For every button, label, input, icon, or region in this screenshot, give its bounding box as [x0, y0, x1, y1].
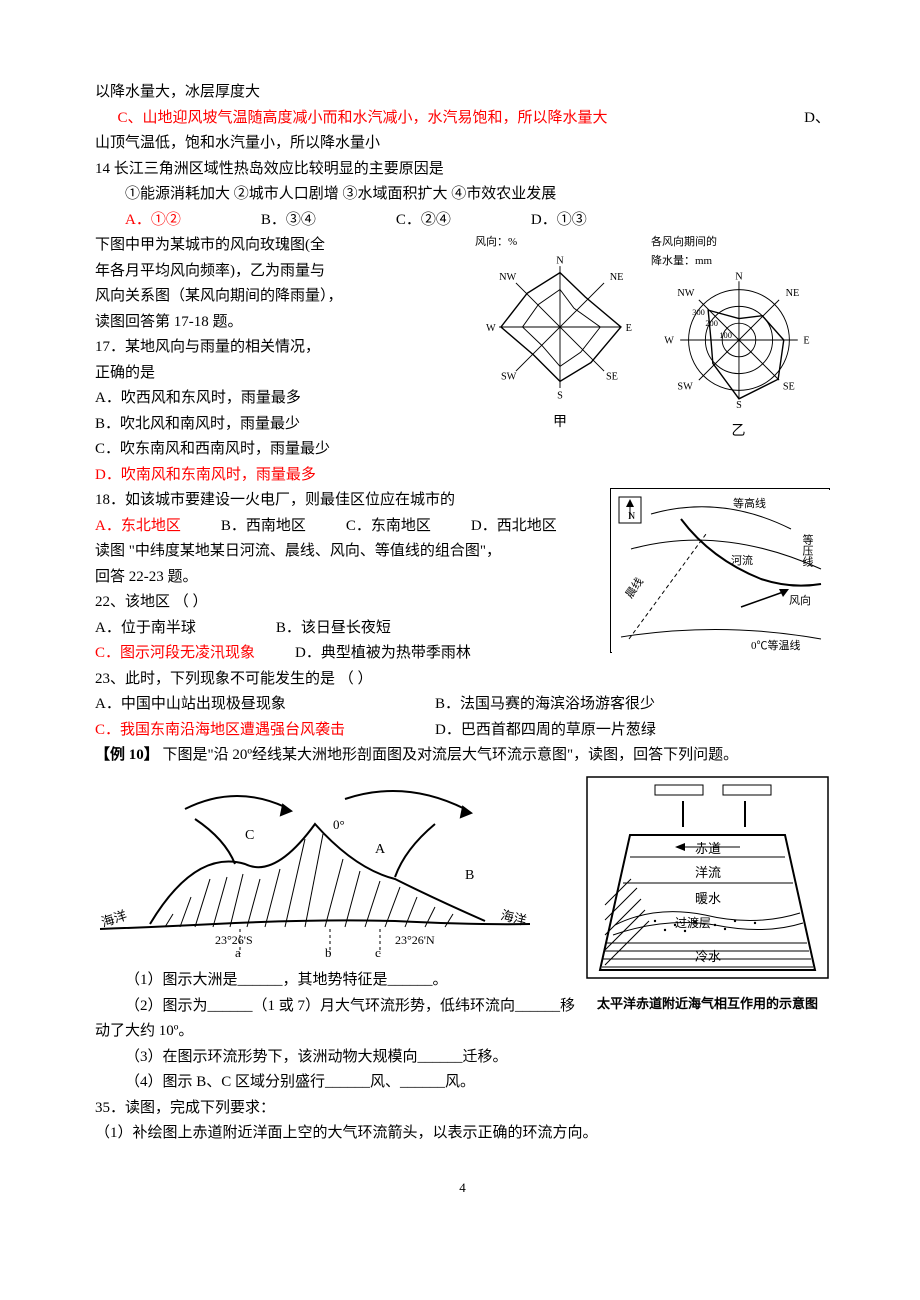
page-number: 4 [95, 1177, 830, 1199]
q14-options: A．①② B．③④ C．②④ D．①③ [95, 208, 830, 234]
q22-option-c: C．图示河段无凌汛现象 [95, 641, 255, 667]
svg-text:E: E [803, 336, 809, 347]
ex10-sub3: （3）在图示环流形势下，该洲动物大规模向______迁移。 [95, 1045, 830, 1071]
rose-right-title: 各风向期间的 降水量：mm [651, 233, 826, 270]
svg-text:过渡层: 过渡层 [675, 915, 711, 930]
svg-text:23°26'S: 23°26'S [215, 933, 253, 947]
rose-left-label: 甲 [475, 411, 645, 435]
svg-text:S: S [736, 401, 742, 411]
q18-option-b: B．西南地区 [221, 514, 306, 540]
q14-option-c: C．②④ [396, 208, 451, 234]
rose-right-label: 乙 [651, 420, 826, 444]
svg-text:23°26'N: 23°26'N [395, 933, 435, 947]
q23-stem: 23、此时，下列现象不可能发生的是 （ ） [95, 667, 830, 693]
wind-rose-left-svg: N NE E SE S SW W NW [475, 252, 645, 402]
svg-text:海洋: 海洋 [99, 907, 128, 929]
svg-text:0°: 0° [333, 817, 345, 832]
svg-text:河流: 河流 [731, 553, 753, 567]
q35-stem: 35．读图，完成下列要求： [95, 1096, 830, 1122]
svg-text:W: W [486, 322, 496, 333]
intro-line: 以降水量大，冰层厚度大 [95, 80, 830, 106]
pacific-caption: 太平洋赤道附近海气相互作用的示意图 [585, 993, 830, 1015]
svg-text:A: A [375, 842, 386, 857]
q22-option-b: B．该日昼长夜短 [276, 616, 391, 642]
svg-text:N: N [735, 272, 743, 283]
ex10-stem-row: 【例 10】 下图是"沿 20º经线某大洲地形剖面图及对流层大气环流示意图"，读… [95, 743, 830, 769]
q22-option-a: A．位于南半球 [95, 616, 196, 642]
q18-options: A．东北地区 B．西南地区 C．东南地区 D．西北地区 [95, 514, 604, 540]
svg-text:暖水: 暖水 [695, 891, 721, 906]
pacific-diagram-block: 赤道 洋流 暖水 过渡层 冷水 太平洋赤道附近海气相互作用的示意图 [585, 775, 830, 1016]
wind-rose-right-svg: 100 200 300 N NE E SE S SW W NW [651, 270, 826, 410]
svg-text:200: 200 [705, 319, 718, 328]
svg-text:SW: SW [677, 382, 693, 393]
contour-map-svg: N 等高线 等压线 河流 晨线 风向 0℃等温线 [611, 489, 831, 654]
contour-map: N 等高线 等压线 河流 晨线 风向 0℃等温线 [610, 488, 830, 653]
q23-option-d: D．巴西首都四周的草原一片葱绿 [435, 718, 656, 744]
svg-text:300: 300 [692, 308, 705, 317]
svg-text:100: 100 [719, 332, 732, 341]
q23-row2: C．我国东南沿海地区遭遇强台风袭击 D．巴西首都四周的草原一片葱绿 [95, 718, 830, 744]
svg-text:赤道: 赤道 [695, 841, 721, 856]
profile-svg: C 0° A B 海洋 海洋 23°26'S 23°26'N a b c [95, 769, 535, 959]
svg-text:NW: NW [499, 272, 516, 283]
ex10-stem: 下图是"沿 20º经线某大洲地形剖面图及对流层大气环流示意图"，读图，回答下列问… [163, 747, 739, 763]
q23-option-a: A．中国中山站出现极昼现象 [95, 692, 435, 718]
q23-row1: A．中国中山站出现极昼现象 B．法国马赛的海滨浴场游客很少 [95, 692, 830, 718]
ex10-tag: 【例 10】 [95, 747, 159, 763]
svg-text:C: C [245, 828, 254, 843]
svg-text:NE: NE [610, 272, 624, 283]
intro-line-3: 山顶气温低，饱和水汽量小，所以降水量小 [95, 131, 830, 157]
q18-option-c: C．东南地区 [346, 514, 431, 540]
svg-text:NE: NE [786, 289, 800, 300]
svg-text:SE: SE [783, 382, 795, 393]
profile-diagram: C 0° A B 海洋 海洋 23°26'S 23°26'N a b c [95, 769, 535, 969]
q14-option-a: A．①② [125, 208, 181, 234]
pacific-diagram-svg: 赤道 洋流 暖水 过渡层 冷水 [585, 775, 830, 980]
svg-text:S: S [557, 390, 563, 401]
q22-row1: A．位于南半球 B．该日昼长夜短 [95, 616, 604, 642]
rose-diagram-pair: 风向：% N NE E SE S SW W NW 甲 [475, 233, 830, 444]
svg-text:b: b [325, 945, 332, 959]
q14-conditions: ①能源消耗加大 ②城市人口剧增 ③水域面积扩大 ④市效农业发展 [95, 182, 830, 208]
svg-text:N: N [628, 511, 635, 522]
q14-option-d: D．①③ [531, 208, 587, 234]
svg-text:风向: 风向 [789, 593, 811, 607]
svg-text:冷水: 冷水 [695, 949, 721, 964]
q23-option-c: C．我国东南沿海地区遭遇强台风袭击 [95, 718, 435, 744]
svg-text:E: E [626, 322, 632, 333]
q22-row2: C．图示河段无凌汛现象 D．典型植被为热带季雨林 [95, 641, 604, 667]
intro-line-2: C、山地迎风坡气温随高度减小而和水汽减小，水汽易饱和，所以降水量大 D、 [95, 106, 830, 132]
q35-sub1: （1）补绘图上赤道附近洋面上空的大气环流箭头，以表示正确的环流方向。 [95, 1121, 830, 1147]
q18-option-d: D．西北地区 [471, 514, 557, 540]
svg-text:W: W [664, 336, 674, 347]
svg-text:等高线: 等高线 [733, 496, 766, 510]
option-c: C、山地迎风坡气温随高度减小而和水汽减小，水汽易饱和，所以降水量大 [95, 106, 608, 132]
svg-text:N: N [556, 255, 564, 266]
q14-stem: 14 长江三角洲区域性热岛效应比较明显的主要原因是 [95, 157, 830, 183]
q17-option-d: D．吹南风和东南风时，雨量最多 [95, 463, 830, 489]
svg-text:SW: SW [501, 371, 517, 382]
q14-option-b: B．③④ [261, 208, 316, 234]
q23-option-b: B．法国马赛的海滨浴场游客很少 [435, 692, 655, 718]
svg-text:NW: NW [677, 289, 694, 300]
svg-text:B: B [465, 868, 474, 883]
svg-text:SE: SE [606, 371, 618, 382]
q22-option-d: D．典型植被为热带季雨林 [295, 641, 471, 667]
svg-text:洋流: 洋流 [695, 865, 721, 880]
rose-left-title: 风向：% [475, 233, 645, 252]
ex10-sub4: （4）图示 B、C 区域分别盛行______风、______风。 [95, 1070, 830, 1096]
svg-text:0℃等温线: 0℃等温线 [751, 638, 801, 652]
option-d-prefix: D、 [744, 106, 830, 132]
q18-option-a: A．东北地区 [95, 514, 181, 540]
